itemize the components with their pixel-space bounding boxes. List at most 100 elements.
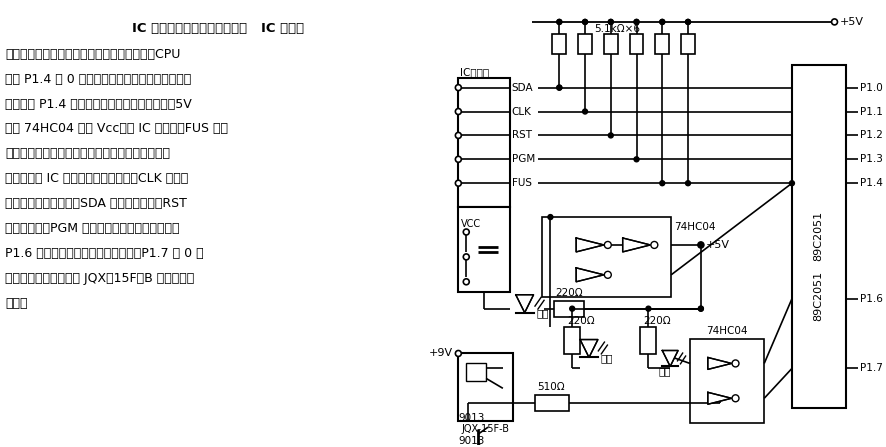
Text: 接合，控制 IC 卡内部存储器的访问。CLK 为串行: 接合，控制 IC 卡内部存储器的访问。CLK 为串行 (5, 172, 188, 185)
Bar (458, 354, 512, 421)
Text: 9013: 9013 (458, 413, 484, 423)
Circle shape (455, 84, 461, 91)
Circle shape (462, 229, 469, 235)
Text: P1.6: P1.6 (859, 294, 882, 304)
Bar (542, 217, 671, 297)
Circle shape (685, 181, 689, 186)
Circle shape (685, 19, 689, 25)
Text: 74HC04: 74HC04 (673, 222, 715, 232)
Circle shape (659, 181, 664, 186)
Polygon shape (662, 350, 677, 367)
Text: 5.1kΩ×6: 5.1kΩ×6 (594, 24, 639, 34)
Circle shape (789, 181, 794, 186)
Bar (689, 338, 764, 423)
Circle shape (685, 19, 689, 25)
Polygon shape (707, 392, 731, 404)
Circle shape (731, 360, 738, 367)
Circle shape (455, 180, 461, 186)
Text: P1.7: P1.7 (859, 363, 882, 373)
Text: 220Ω: 220Ω (566, 316, 595, 325)
Text: 时钟和地址控制信号。SDA 是串行数据线。RST: 时钟和地址控制信号。SDA 是串行数据线。RST (5, 197, 187, 210)
Bar (603, 34, 617, 54)
Text: 上的 P1.4 是 0 电平，绻色发光管亮。卡插入时，: 上的 P1.4 是 0 电平，绻色发光管亮。卡插入时， (5, 73, 191, 86)
Bar (640, 327, 656, 354)
Bar (554, 301, 583, 316)
Text: P1.6 控制黄色灯亮，提醒用户买电。P1.7 为 0 电: P1.6 控制黄色灯亮，提醒用户买电。P1.7 为 0 电 (5, 247, 204, 260)
Text: P1.2: P1.2 (859, 131, 882, 140)
Text: +9V: +9V (429, 349, 453, 358)
Circle shape (455, 132, 461, 139)
Polygon shape (622, 238, 649, 252)
Text: 9013: 9013 (458, 436, 484, 446)
Text: P1.3: P1.3 (859, 154, 882, 164)
Circle shape (608, 19, 612, 25)
Text: 电源。: 电源。 (5, 297, 27, 310)
Polygon shape (707, 358, 731, 369)
Text: 510Ω: 510Ω (537, 382, 564, 392)
Circle shape (608, 19, 612, 25)
Circle shape (582, 19, 587, 25)
Text: P1.4: P1.4 (859, 178, 882, 188)
Text: 开关打开 P1.4 变为高电平，绻色提示灯灯，＋5V: 开关打开 P1.4 变为高电平，绻色提示灯灯，＋5V (5, 97, 191, 110)
Text: P1.0: P1.0 (859, 83, 882, 93)
Text: 黄色: 黄色 (658, 367, 671, 376)
Text: 绠色: 绠色 (536, 308, 548, 319)
Text: 220Ω: 220Ω (642, 316, 671, 325)
Circle shape (633, 19, 638, 25)
Circle shape (455, 350, 461, 356)
Text: 红色: 红色 (600, 354, 613, 363)
Text: CLK: CLK (511, 106, 531, 117)
Text: FUS: FUS (511, 178, 532, 188)
Circle shape (697, 306, 703, 311)
Text: 74HC04: 74HC04 (705, 325, 747, 336)
Polygon shape (576, 238, 603, 252)
Text: RST: RST (511, 131, 532, 140)
Circle shape (731, 395, 738, 402)
Circle shape (697, 242, 703, 248)
Text: 89C2051: 89C2051 (812, 211, 823, 261)
Text: 为复位信号。PGM 是编程（即写控制）信号线。: 为复位信号。PGM 是编程（即写控制）信号线。 (5, 222, 179, 235)
Circle shape (582, 19, 587, 25)
Circle shape (569, 306, 574, 311)
Circle shape (556, 19, 561, 25)
Circle shape (603, 271, 610, 278)
Circle shape (548, 215, 552, 219)
Circle shape (462, 279, 469, 285)
Polygon shape (515, 295, 533, 312)
Bar (466, 363, 486, 381)
Text: IC 卡电表卡座接口及控制电路   IC 卡未插: IC 卡电表卡座接口及控制电路 IC 卡未插 (132, 22, 304, 35)
Polygon shape (579, 340, 597, 358)
Bar (629, 34, 642, 54)
Bar (552, 34, 565, 54)
Circle shape (603, 241, 610, 249)
Circle shape (556, 19, 561, 25)
Text: 通过 74HC04 加到 Vcc脚给 IC 卡供电。FUS 是核: 通过 74HC04 加到 Vcc脚给 IC 卡供电。FUS 是核 (5, 122, 228, 135)
Bar (534, 395, 569, 411)
Text: VCC: VCC (461, 219, 481, 229)
Circle shape (645, 306, 650, 311)
Circle shape (582, 109, 587, 114)
Circle shape (556, 85, 561, 90)
Bar (458, 78, 509, 207)
Text: 89C2051: 89C2051 (812, 271, 823, 321)
Circle shape (830, 19, 836, 25)
Text: P1.1: P1.1 (859, 106, 882, 117)
Text: JQX-15F-B: JQX-15F-B (461, 424, 509, 434)
Circle shape (455, 109, 461, 114)
Circle shape (650, 241, 657, 249)
Text: +5V: +5V (838, 17, 862, 27)
Polygon shape (576, 268, 603, 282)
Text: SDA: SDA (511, 83, 532, 93)
Circle shape (633, 157, 638, 162)
Text: +5V: +5V (705, 240, 729, 250)
Text: PGM: PGM (511, 154, 534, 164)
Bar (791, 65, 845, 408)
Bar (578, 34, 591, 54)
Circle shape (633, 19, 638, 25)
Circle shape (659, 19, 664, 25)
Bar (680, 34, 694, 54)
Circle shape (697, 242, 703, 248)
Circle shape (697, 306, 703, 311)
Bar (655, 34, 668, 54)
Circle shape (659, 19, 664, 25)
